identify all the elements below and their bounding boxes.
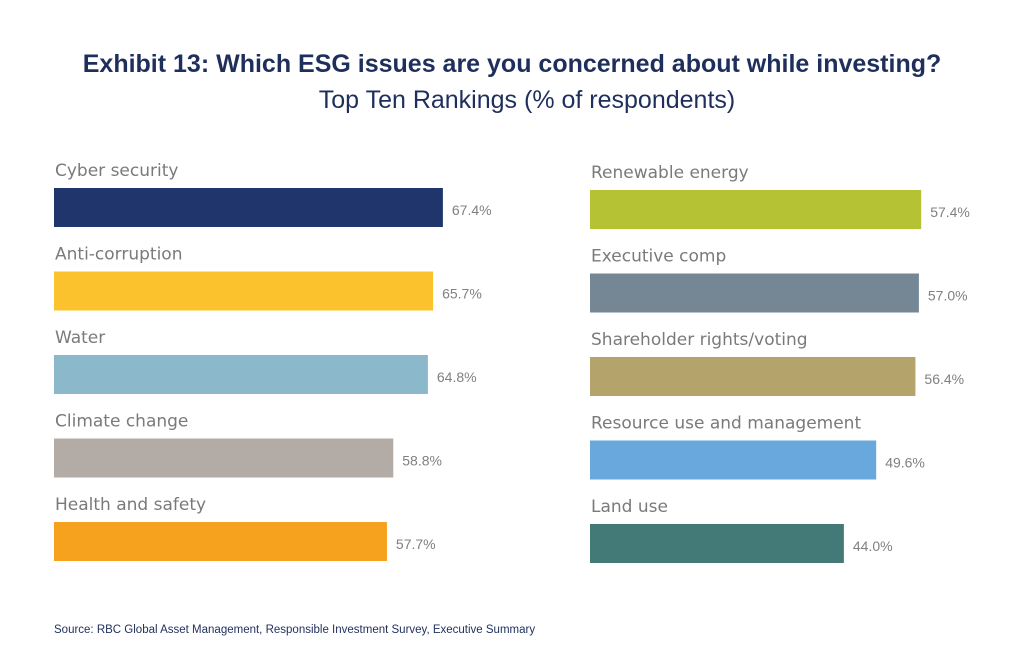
data-label: 64.8% (437, 369, 477, 385)
bar-label: Shareholder rights/voting (591, 330, 808, 350)
bar-label: Anti-corruption (55, 245, 182, 265)
bar-group: Resource use and management 49.6% (590, 414, 925, 480)
bar-group: Land use 44.0% (590, 497, 893, 563)
bar-label: Health and safety (55, 495, 206, 515)
bar-group: Water 64.8% (54, 328, 477, 394)
bar-label: Water (55, 328, 105, 348)
data-label: 49.6% (885, 455, 925, 471)
bar-label: Renewable energy (591, 163, 749, 183)
bar-label: Cyber security (55, 161, 178, 181)
bar (590, 440, 877, 480)
chart-title: Exhibit 13: Which ESG issues are you con… (82, 50, 942, 78)
bar-label: Land use (591, 497, 668, 517)
bar-group: Shareholder rights/voting 56.4% (590, 330, 964, 396)
bar-group: Executive comp 57.0% (590, 247, 968, 313)
bar (54, 271, 434, 311)
data-label: 57.4% (930, 204, 970, 220)
bar (54, 188, 443, 227)
bar-group: Renewable energy 57.4% (590, 163, 970, 229)
bar-label: Climate change (55, 412, 188, 432)
bar-group: Health and safety 57.7% (54, 495, 436, 561)
data-label: 56.4% (924, 371, 964, 387)
chart-subtitle: Top Ten Rankings (% of respondents) (318, 86, 736, 114)
bar-label: Resource use and management (591, 414, 861, 434)
data-label: 57.0% (928, 288, 968, 304)
bar (590, 273, 919, 313)
data-label: 57.7% (396, 536, 436, 552)
data-label: 67.4% (452, 202, 492, 218)
bar (54, 355, 428, 394)
data-label: 65.7% (442, 286, 482, 302)
bar-group: Climate change 58.8% (54, 412, 442, 478)
bar-group: Anti-corruption 65.7% (54, 245, 482, 311)
bar-group: Cyber security 67.4% (54, 161, 492, 227)
bar (590, 357, 916, 396)
bar (590, 524, 844, 563)
bar (590, 190, 922, 229)
bar (54, 438, 394, 478)
bar-label: Executive comp (591, 247, 726, 267)
data-label: 58.8% (402, 453, 442, 469)
bar (54, 522, 387, 561)
data-label: 44.0% (853, 538, 893, 554)
source-note: Source: RBC Global Asset Management, Res… (54, 624, 536, 636)
